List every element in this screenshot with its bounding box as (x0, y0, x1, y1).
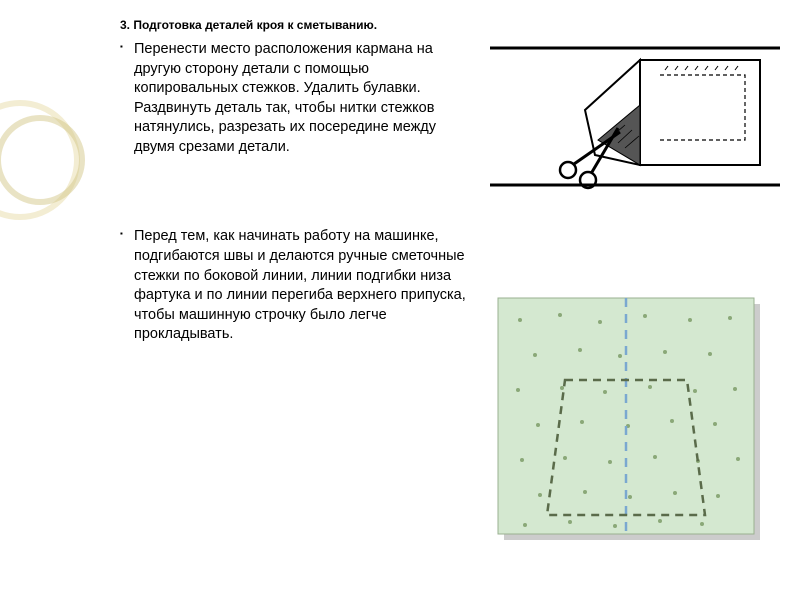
fabric-illustration (490, 290, 770, 550)
paragraph-2: Перед тем, как начинать работу на машинк… (134, 227, 470, 344)
bullet-item: Перенести место расположения кармана на … (120, 40, 470, 157)
bullet-item: Перед тем, как начинать работу на машинк… (120, 227, 470, 344)
paragraph-1: Перенести место расположения кармана на … (134, 40, 470, 157)
text-content-area: 3. Подготовка деталей кроя к сметыванию.… (120, 18, 470, 415)
section-title: 3. Подготовка деталей кроя к сметыванию. (120, 18, 470, 32)
scissors-illustration (490, 40, 780, 200)
figure-scissors-cutting (490, 40, 780, 200)
figure-fabric-basting (490, 290, 770, 550)
ring-icon (0, 115, 85, 205)
slide-decoration-rings (0, 100, 100, 240)
